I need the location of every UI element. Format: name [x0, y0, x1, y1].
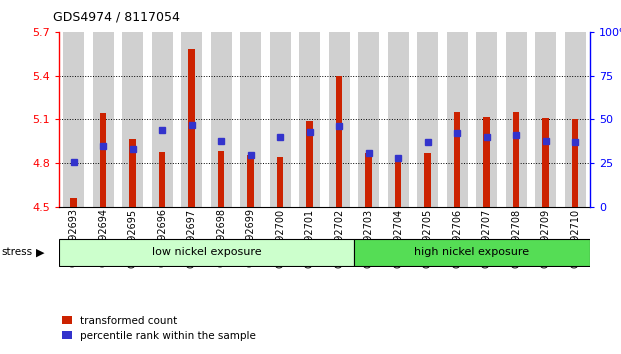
Bar — [476, 32, 497, 207]
Bar — [159, 152, 165, 207]
Text: GDS4974 / 8117054: GDS4974 / 8117054 — [53, 11, 179, 24]
Bar — [299, 32, 320, 207]
Bar — [181, 32, 202, 207]
Bar — [513, 112, 519, 207]
Bar — [93, 32, 114, 207]
Bar — [100, 113, 106, 207]
Bar — [270, 32, 291, 207]
Bar — [63, 32, 84, 207]
Bar — [425, 153, 431, 207]
Bar — [454, 112, 460, 207]
Bar — [130, 139, 136, 207]
Bar — [358, 32, 379, 207]
Text: low nickel exposure: low nickel exposure — [152, 247, 261, 257]
Bar — [336, 76, 342, 207]
Bar — [240, 32, 261, 207]
Bar — [307, 121, 313, 207]
Bar — [388, 32, 409, 207]
Bar — [506, 32, 527, 207]
Bar — [366, 153, 372, 207]
Bar — [122, 32, 143, 207]
FancyBboxPatch shape — [59, 239, 354, 266]
Bar — [417, 32, 438, 207]
Text: high nickel exposure: high nickel exposure — [414, 247, 530, 257]
Bar — [248, 155, 254, 207]
Bar — [211, 32, 232, 207]
Bar — [572, 119, 578, 207]
Bar — [543, 118, 549, 207]
Bar — [395, 158, 401, 207]
Bar — [565, 32, 586, 207]
Text: stress: stress — [1, 247, 32, 257]
Bar — [218, 151, 224, 207]
Text: ▶: ▶ — [36, 247, 45, 257]
Legend: transformed count, percentile rank within the sample: transformed count, percentile rank withi… — [58, 312, 260, 345]
Bar — [484, 116, 490, 207]
Bar — [189, 48, 195, 207]
Bar — [277, 157, 283, 207]
Bar — [152, 32, 173, 207]
FancyBboxPatch shape — [354, 239, 590, 266]
Bar — [329, 32, 350, 207]
Bar — [71, 198, 77, 207]
Bar — [447, 32, 468, 207]
Bar — [535, 32, 556, 207]
